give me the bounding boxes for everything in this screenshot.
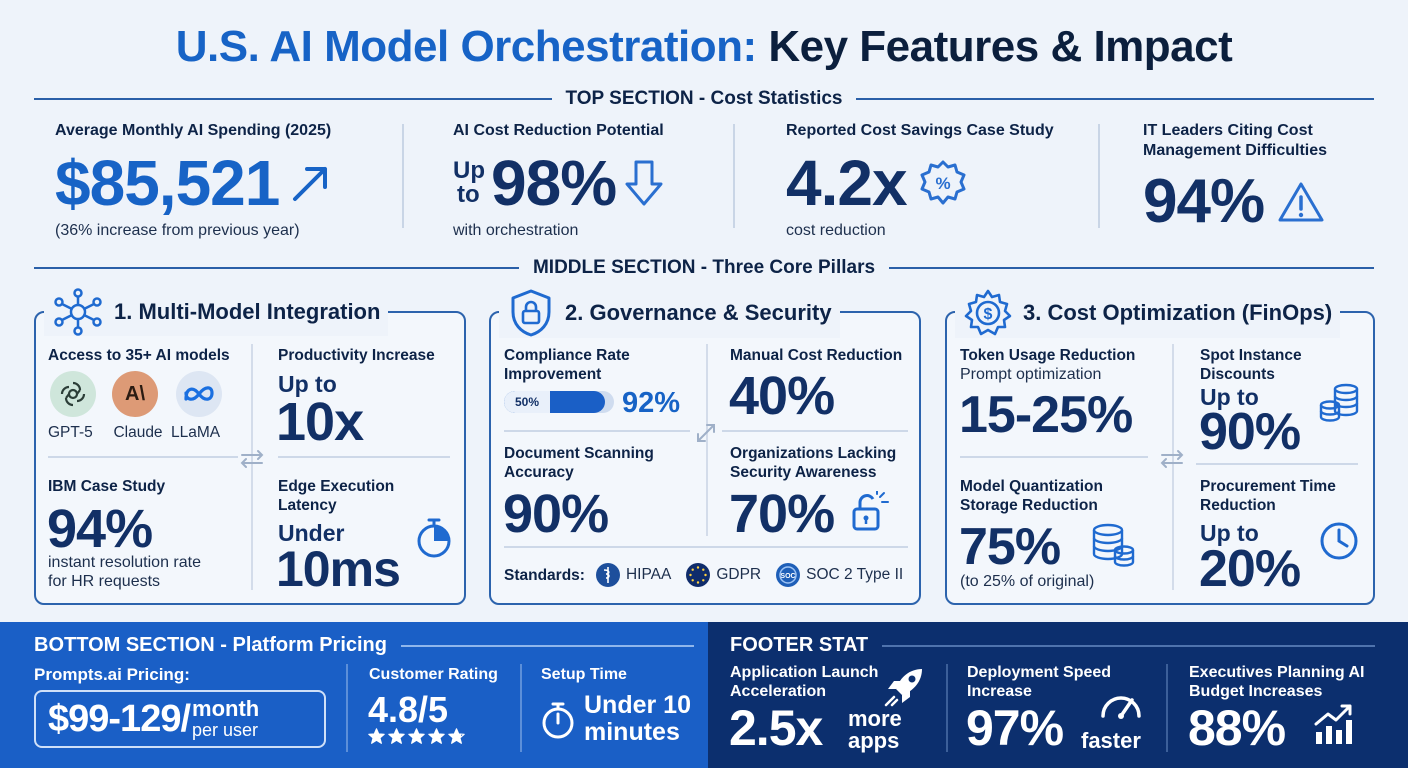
model-logos: A\ bbox=[48, 371, 226, 417]
rating-stars bbox=[368, 728, 465, 745]
stopwatch-icon bbox=[540, 700, 576, 740]
warning-icon bbox=[1276, 180, 1326, 224]
stat-case-study: Reported Cost Savings Case Study 4.2x % … bbox=[786, 122, 1054, 239]
openai-logo-icon bbox=[50, 371, 96, 417]
star-icon bbox=[368, 728, 385, 745]
model-llama bbox=[176, 371, 226, 417]
star-icon bbox=[408, 728, 425, 745]
divider bbox=[402, 124, 404, 228]
standards-row: Standards: HIPAA GDPR SOC SOC 2 Type II bbox=[504, 562, 903, 588]
star-icon bbox=[448, 728, 465, 745]
svg-text:%: % bbox=[935, 174, 950, 193]
anthropic-logo-icon: A\ bbox=[112, 371, 158, 417]
divider bbox=[722, 430, 908, 432]
shield-lock-icon bbox=[507, 288, 555, 338]
speedometer-icon bbox=[1098, 686, 1144, 720]
model-name-gpt: GPT-5 bbox=[48, 424, 93, 441]
divider bbox=[1098, 124, 1100, 228]
divider bbox=[1172, 344, 1174, 590]
divider bbox=[504, 430, 690, 432]
footer-header: FOOTER STAT bbox=[730, 634, 1375, 657]
star-icon bbox=[388, 728, 405, 745]
stat-it-leaders: IT Leaders Citing Cost Management Diffic… bbox=[1143, 122, 1328, 236]
rocket-icon bbox=[882, 665, 926, 709]
middle-section-header: MIDDLE SECTION - Three Core Pillars bbox=[34, 257, 1375, 278]
pillar-governance bbox=[489, 311, 921, 605]
divider bbox=[1196, 463, 1358, 465]
gear-dollar-icon: $ bbox=[963, 288, 1013, 338]
divider bbox=[733, 124, 735, 228]
trend-up-arrow-icon bbox=[289, 161, 333, 205]
model-gpt bbox=[48, 371, 98, 417]
svg-text:$: $ bbox=[984, 306, 993, 323]
swap-arrows-icon bbox=[1158, 449, 1186, 469]
star-icon bbox=[428, 728, 445, 745]
eu-flag-icon bbox=[685, 562, 711, 588]
model-claude: A\ bbox=[112, 371, 162, 417]
top-section-title: TOP SECTION - Cost Statistics bbox=[565, 88, 843, 109]
pillar-3-header: $ 3. Cost Optimization (FinOps) bbox=[955, 288, 1341, 338]
page-title: U.S. AI Model Orchestration: Key Feature… bbox=[175, 22, 1233, 71]
soc2-badge-icon: SOC bbox=[775, 562, 801, 588]
stopwatch-icon bbox=[414, 516, 454, 560]
down-arrow-icon bbox=[624, 158, 664, 208]
percent-badge-icon: % bbox=[919, 159, 967, 207]
hipaa-icon bbox=[595, 562, 621, 588]
swap-arrows-icon bbox=[238, 449, 266, 469]
unlocked-icon bbox=[850, 491, 890, 533]
divider bbox=[346, 664, 348, 752]
middle-section-title: MIDDLE SECTION - Three Core Pillars bbox=[532, 257, 876, 278]
divider bbox=[278, 456, 450, 458]
stat-avg-spending: Average Monthly AI Spending (2025) $85,5… bbox=[55, 121, 385, 241]
pillar-2-header: 2. Governance & Security bbox=[499, 288, 840, 338]
growth-chart-icon bbox=[1312, 702, 1356, 746]
divider bbox=[1166, 664, 1168, 752]
divider bbox=[960, 456, 1148, 458]
divider bbox=[251, 344, 253, 590]
progress-start-label: 50% bbox=[504, 391, 550, 413]
svg-text:SOC: SOC bbox=[781, 573, 796, 580]
top-section-header: TOP SECTION - Cost Statistics bbox=[34, 88, 1374, 109]
compliance-progress-bar: 50% bbox=[504, 391, 614, 413]
pillar-multi-model bbox=[34, 311, 466, 605]
divider bbox=[706, 344, 708, 536]
pillar-1-header: 1. Multi-Model Integration bbox=[44, 288, 389, 336]
network-hub-icon bbox=[52, 288, 104, 336]
divider bbox=[946, 664, 948, 752]
expand-arrows-icon bbox=[692, 421, 720, 445]
coin-stack-icon bbox=[1318, 381, 1362, 423]
divider bbox=[520, 664, 522, 752]
model-name-claude: Claude bbox=[113, 424, 163, 441]
divider bbox=[48, 456, 238, 458]
price-box: $99-129/ month per user bbox=[34, 690, 326, 748]
meta-logo-icon bbox=[176, 371, 222, 417]
model-name-llama: LLaMA bbox=[171, 424, 221, 441]
stat-cost-reduction: AI Cost Reduction Potential Up to 98% wi… bbox=[453, 122, 664, 239]
bottom-section-header: BOTTOM SECTION - Platform Pricing bbox=[34, 634, 694, 657]
database-icon bbox=[1090, 522, 1136, 568]
divider bbox=[504, 546, 908, 548]
clock-icon bbox=[1318, 520, 1360, 562]
pillar-cost-optimization bbox=[945, 311, 1375, 605]
